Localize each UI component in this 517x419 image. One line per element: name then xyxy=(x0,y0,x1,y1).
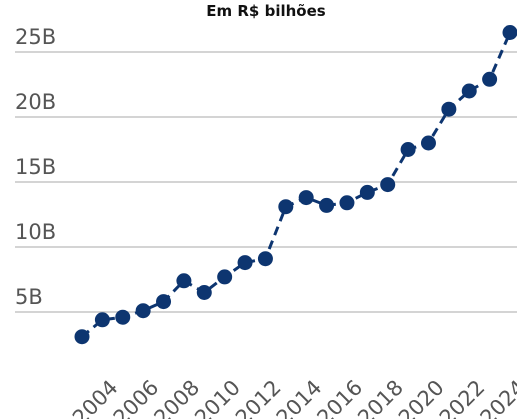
data-point xyxy=(298,190,314,206)
data-point xyxy=(502,25,517,40)
y-tick-label: 5B xyxy=(15,285,43,309)
data-point xyxy=(380,177,396,193)
y-tick-label: 15B xyxy=(15,155,56,179)
y-tick-label: 20B xyxy=(15,90,56,114)
data-point xyxy=(278,199,294,215)
data-point xyxy=(339,195,355,211)
data-point xyxy=(74,329,90,345)
data-point xyxy=(319,197,335,213)
y-tick-label: 25B xyxy=(15,25,56,49)
data-point xyxy=(94,312,110,328)
data-point xyxy=(237,255,253,271)
data-point xyxy=(156,294,172,310)
data-line xyxy=(81,31,512,338)
data-point xyxy=(461,83,477,99)
data-point xyxy=(196,285,212,300)
data-point xyxy=(420,135,436,151)
y-tick-label: 10B xyxy=(15,220,56,244)
data-point xyxy=(135,303,151,319)
data-point xyxy=(482,71,498,87)
chart-title: Em R$ bilhões xyxy=(206,2,325,20)
data-point xyxy=(257,251,273,267)
data-point xyxy=(400,142,416,157)
data-point xyxy=(359,184,375,200)
data-point xyxy=(217,269,233,285)
data-point xyxy=(176,273,192,289)
data-point xyxy=(441,101,457,117)
data-point xyxy=(115,309,131,325)
